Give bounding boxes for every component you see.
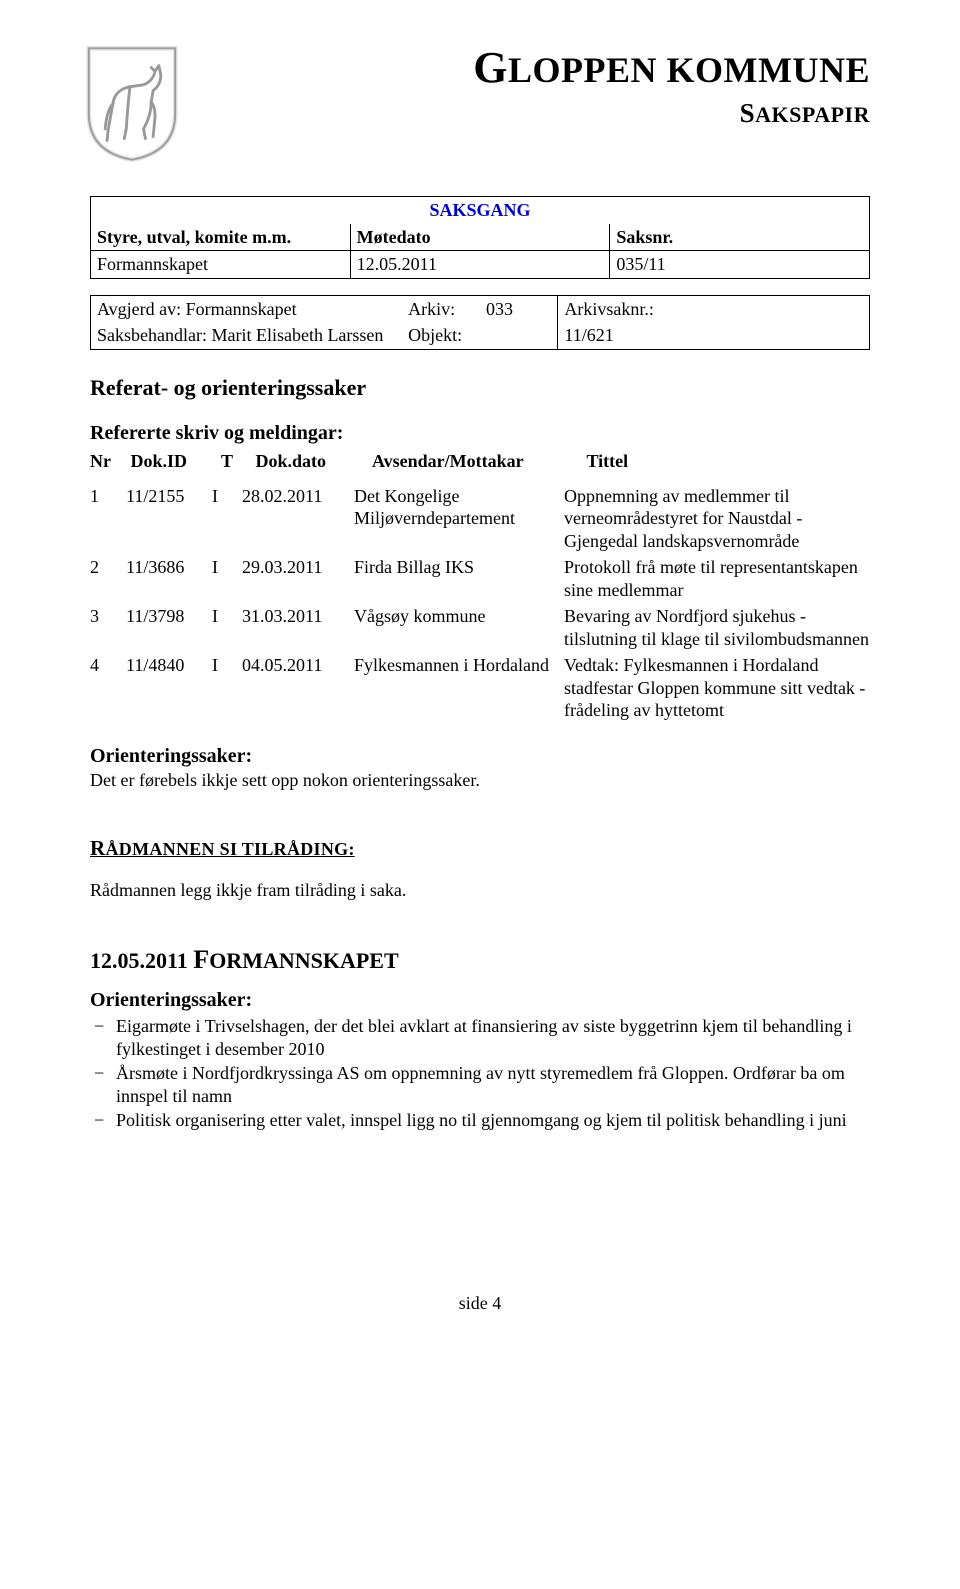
org-title-initial: G (473, 43, 508, 92)
ref-date: 29.03.2011 (242, 554, 354, 603)
arkivsak-label: Arkivsaknr.: (558, 295, 729, 322)
section-title: Referat- og orienteringssaker (90, 374, 870, 402)
meeting-date: 12.05.2011 (90, 948, 193, 973)
orient2-title: Orienteringssaker: (90, 988, 870, 1013)
orient-section-title: Orienteringssaker: (90, 744, 870, 769)
saksgang-h3: Saksnr. (610, 224, 870, 251)
ref-dokid: 11/3686 (126, 554, 212, 603)
ref-nr: 3 (90, 603, 126, 652)
table-row: 211/3686I29.03.2011Firda Billag IKSProto… (90, 554, 870, 603)
orient-text: Det er førebels ikkje sett opp nokon ori… (90, 769, 870, 792)
ref-head-nr: Nr (90, 450, 126, 473)
ref-sender: Fylkesmannen i Hordaland (354, 652, 564, 724)
ref-head-sender: Avsendar/Mottakar (372, 450, 582, 473)
municipality-shield-icon (84, 44, 180, 164)
arkiv-label: Arkiv: (402, 295, 480, 322)
ref-dokid: 11/3798 (126, 603, 212, 652)
saksgang-h1: Styre, utval, komite m.m. (91, 224, 351, 251)
ref-nr: 4 (90, 652, 126, 724)
ref-title: Bevaring av Nordfjord sjukehus - tilslut… (564, 603, 870, 652)
ref-title: Protokoll frå møte til representantskape… (564, 554, 870, 603)
ref-date: 04.05.2011 (242, 652, 354, 724)
ref-type: I (212, 483, 242, 555)
list-item: Eigarmøte i Trivselshagen, der det blei … (90, 1015, 870, 1060)
title-block: GLOPPEN KOMMUNE SAKSPAPIR (473, 40, 870, 131)
decided-by: Avgjerd av: Formannskapet (91, 295, 403, 322)
ref-title: Vedtak: Fylkesmannen i Hordaland stadfes… (564, 652, 870, 724)
case-handler: Saksbehandlar: Marit Elisabeth Larssen (91, 322, 403, 349)
org-title: GLOPPEN KOMMUNE (473, 40, 870, 95)
ref-type: I (212, 652, 242, 724)
ref-table: 111/2155I28.02.2011Det Kongelige Miljøve… (90, 483, 870, 724)
ref-sender: Vågsøy kommune (354, 603, 564, 652)
meeting-body-initial: F (193, 945, 209, 974)
saksgang-title: SAKSGANG (91, 197, 870, 224)
table-row: 311/3798I31.03.2011Vågsøy kommuneBevarin… (90, 603, 870, 652)
ref-head-title: Tittel (587, 450, 629, 473)
page-header: GLOPPEN KOMMUNE SAKSPAPIR (90, 48, 870, 188)
orient-bullet-list: Eigarmøte i Trivselshagen, der det blei … (90, 1015, 870, 1132)
org-title-rest: LOPPEN KOMMUNE (508, 50, 870, 90)
ref-table-head: Nr Dok.ID T Dok.dato Avsendar/Mottakar T… (90, 450, 870, 473)
list-item: Årsmøte i Nordfjordkryssinga AS om oppne… (90, 1062, 870, 1107)
ref-title: Oppnemning av medlemmer til verneområdes… (564, 483, 870, 555)
ref-type: I (212, 554, 242, 603)
ref-nr: 2 (90, 554, 126, 603)
ref-head-dato: Dok.dato (256, 450, 368, 473)
saksgang-h2: Møtedato (350, 224, 610, 251)
case-meta-table: Avgjerd av: Formannskapet Arkiv: 033 Ark… (90, 295, 870, 350)
ref-dokid: 11/2155 (126, 483, 212, 555)
saksgang-date: 12.05.2011 (350, 251, 610, 279)
ref-sender: Firda Billag IKS (354, 554, 564, 603)
meeting-date-line: 12.05.2011 FORMANNSKAPET (90, 944, 870, 977)
saksgang-body: Formannskapet (91, 251, 351, 279)
ref-section-title: Refererte skriv og meldingar: (90, 421, 870, 446)
saksgang-caseno: 035/11 (610, 251, 870, 279)
ref-date: 31.03.2011 (242, 603, 354, 652)
page-footer: side 4 (90, 1292, 870, 1315)
ref-date: 28.02.2011 (242, 483, 354, 555)
ref-dokid: 11/4840 (126, 652, 212, 724)
saksgang-table: SAKSGANG Styre, utval, komite m.m. Møted… (90, 196, 870, 279)
radmann-text: Rådmannen legg ikkje fram tilråding i sa… (90, 879, 870, 902)
doc-type-initial: S (740, 98, 756, 128)
ref-nr: 1 (90, 483, 126, 555)
radmann-heading-initial: R (90, 836, 105, 860)
radmann-heading-rest: ÅDMANNEN SI TILRÅDING (105, 839, 348, 859)
doc-type: SAKSPAPIR (473, 97, 870, 131)
objekt-label: Objekt: (402, 322, 480, 349)
table-row: 411/4840I04.05.2011Fylkesmannen i Hordal… (90, 652, 870, 724)
ref-head-dokid: Dok.ID (131, 450, 217, 473)
doc-type-rest: AKSPAPIR (755, 102, 870, 127)
meeting-body-rest: ORMANNSKAPET (209, 948, 398, 973)
radmann-heading: RÅDMANNEN SI TILRÅDING: (90, 835, 870, 861)
ref-sender: Det Kongelige Miljøverndepartement (354, 483, 564, 555)
arkivsak-value: 11/621 (558, 322, 729, 349)
list-item: Politisk organisering etter valet, innsp… (90, 1109, 870, 1132)
ref-type: I (212, 603, 242, 652)
table-row: 111/2155I28.02.2011Det Kongelige Miljøve… (90, 483, 870, 555)
ref-head-t: T (221, 450, 251, 473)
arkiv-value: 033 (480, 295, 558, 322)
